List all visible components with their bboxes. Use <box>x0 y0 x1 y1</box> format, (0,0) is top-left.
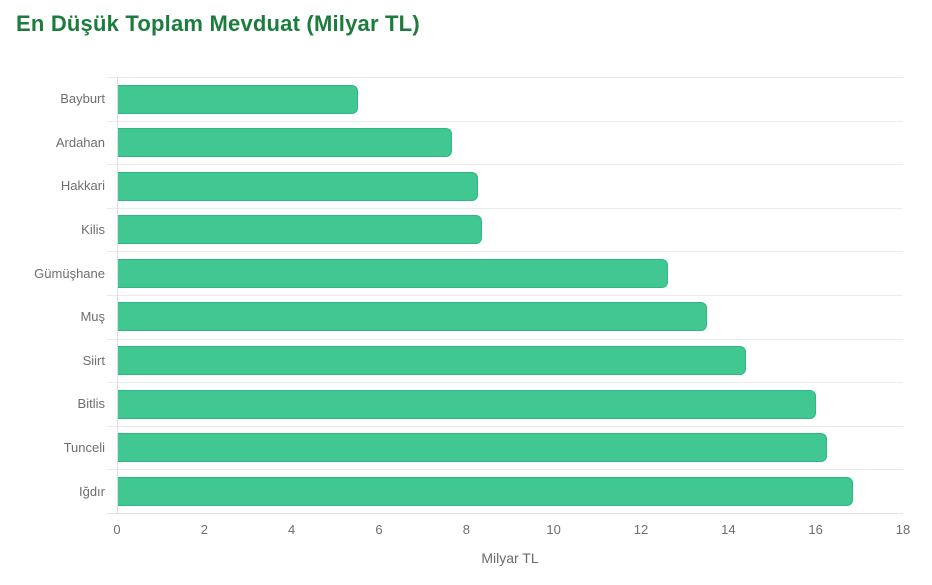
category-grid-line <box>107 382 903 384</box>
bar-track <box>117 120 903 165</box>
bar-track <box>117 338 903 383</box>
x-tick-label: 8 <box>462 522 470 537</box>
category-label: Tunceli <box>63 440 105 456</box>
category-label: Gümüşhane <box>34 265 105 281</box>
bar <box>118 128 452 158</box>
category-grid-line <box>107 294 903 296</box>
category-grid-line <box>107 425 903 427</box>
x-tick-label: 16 <box>808 522 823 537</box>
bar-row: Ardahan <box>0 120 903 165</box>
bar-track <box>117 425 903 470</box>
bar-track <box>117 164 903 208</box>
bar-row: Kilis <box>0 207 903 252</box>
x-tick-label: 6 <box>375 522 383 537</box>
category-label: Siirt <box>82 352 105 368</box>
bar-row: Muş <box>0 294 903 339</box>
category-label: Iğdır <box>78 483 105 499</box>
category-label: Bayburt <box>60 91 105 107</box>
category-label: Bitlis <box>77 396 105 412</box>
x-axis-line <box>107 513 903 514</box>
x-tick-label: 14 <box>721 522 736 537</box>
x-tick-label: 12 <box>633 522 649 537</box>
category-label: Hakkari <box>60 178 105 194</box>
bar <box>118 302 707 332</box>
category-grid-line <box>107 207 903 209</box>
x-tick-label: 10 <box>546 522 561 537</box>
bar-row: Iğdır <box>0 469 903 513</box>
bar-chart-plot-area: Bayburt Ardahan Hakkari Kilis Gümüşhane Muş Si… <box>0 77 903 513</box>
bar-track <box>117 77 903 121</box>
x-axis-ticks: 0 2 4 6 8 10 12 14 16 18 <box>113 522 910 540</box>
category-label: Muş <box>80 309 105 325</box>
bar <box>118 84 358 114</box>
category-grid-line <box>107 251 903 253</box>
bar <box>118 433 827 463</box>
bar-track <box>117 469 903 513</box>
category-label: Ardahan <box>55 134 105 150</box>
category-grid-line <box>107 120 903 122</box>
x-tick-label: 4 <box>288 522 296 537</box>
bar-row: Siirt <box>0 338 903 383</box>
bar-track <box>117 294 903 339</box>
category-grid-line <box>107 77 903 78</box>
bar-row: Hakkari <box>0 164 903 208</box>
bar <box>118 346 746 376</box>
category-grid-line <box>107 338 903 340</box>
bar-track <box>117 251 903 295</box>
bar-row: Bayburt <box>0 77 903 121</box>
bar <box>118 171 478 201</box>
x-tick-label: 0 <box>113 522 121 537</box>
bar-row: Bitlis <box>0 382 903 426</box>
bar <box>118 215 483 245</box>
x-tick-label: 18 <box>895 522 911 537</box>
bar <box>118 389 816 419</box>
category-grid-line <box>107 164 903 166</box>
bar-row: Gümüşhane <box>0 251 903 295</box>
bar <box>118 258 668 288</box>
bar-row: Tunceli <box>0 425 903 470</box>
category-grid-line <box>107 469 903 471</box>
category-label: Kilis <box>81 222 105 238</box>
x-axis-label: Milyar TL <box>481 550 539 566</box>
x-tick-label: 2 <box>200 522 208 537</box>
chart-title: En Düşük Toplam Mevduat (Milyar TL) <box>16 11 420 36</box>
bar <box>118 476 853 506</box>
bar-track <box>117 382 903 426</box>
bar-track <box>117 207 903 252</box>
